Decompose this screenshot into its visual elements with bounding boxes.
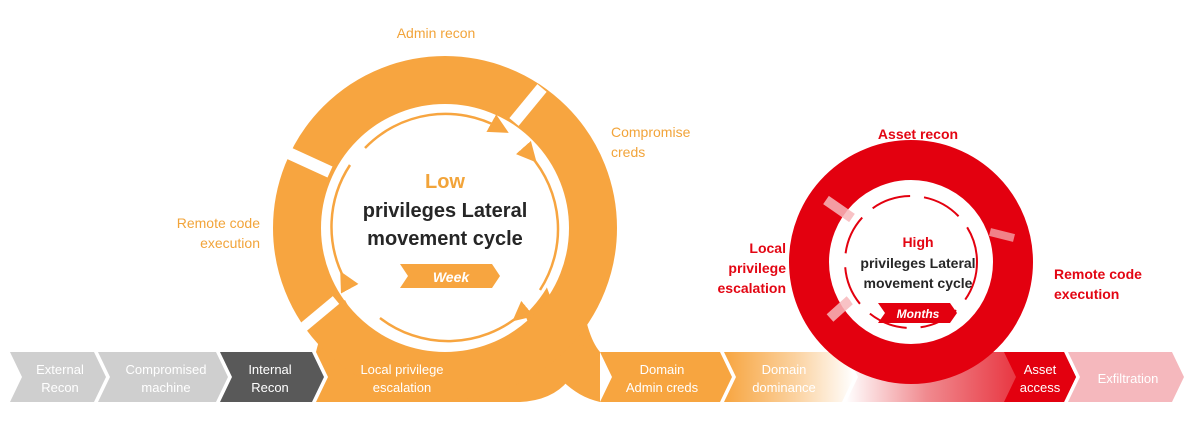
stage-compromised-machine-shape xyxy=(98,352,228,402)
label-remote-code-high-1: Remote code xyxy=(1054,266,1142,282)
stage-internal-recon-l1: Internal xyxy=(248,362,291,377)
label-remote-code-high-2: execution xyxy=(1054,286,1119,302)
inner-arrow-right xyxy=(515,140,560,291)
stage-external-recon-l1: External xyxy=(36,362,84,377)
stage-domain-dominance-shape xyxy=(724,352,854,402)
stage-domain-dominance-l2: dominance xyxy=(752,380,816,395)
months-badge-shape xyxy=(878,303,957,323)
label-admin-recon: Admin recon xyxy=(397,25,476,41)
label-remote-code-low-2: execution xyxy=(200,235,260,251)
stage-domain-admin-shape xyxy=(600,352,732,402)
low-cycle-title-2: privileges Lateral xyxy=(363,200,528,222)
low-cycle-title-1: Low xyxy=(425,171,465,193)
stage-asset-access-l2: access xyxy=(1020,380,1061,395)
label-local-priv-high-1: Local xyxy=(749,240,786,256)
stage-internal-recon-l2: Recon xyxy=(251,380,289,395)
stage-local-priv-l2: escalation xyxy=(373,380,432,395)
stage-local-priv-l1: Local privilege xyxy=(360,362,443,377)
stage-domain-admin-l2: Admin creds xyxy=(626,380,699,395)
stage-exfiltration-shape xyxy=(1068,352,1184,402)
inner-arrow-ring-red xyxy=(844,195,978,329)
label-local-priv-high-3: escalation xyxy=(718,280,786,296)
stage-external-recon-shape xyxy=(10,352,106,402)
inner-arrow-left xyxy=(330,164,359,294)
stage-domain-admin-l1: Domain xyxy=(640,362,685,377)
label-local-priv-high-2: privilege xyxy=(728,260,786,276)
stage-labels: External Recon Compromised machine Inter… xyxy=(36,362,1158,395)
stage-external-recon-l2: Recon xyxy=(41,380,79,395)
months-badge-text: Months xyxy=(897,307,940,321)
stage-exfiltration-l1: Exfiltration xyxy=(1098,371,1159,386)
label-remote-code-low-1: Remote code xyxy=(177,215,260,231)
label-compromise-creds-1: Compromise xyxy=(611,124,691,140)
label-asset-recon: Asset recon xyxy=(878,126,958,142)
stage-domain-dominance-l1: Domain xyxy=(762,362,807,377)
week-badge-text: Week xyxy=(433,269,471,285)
inner-arrow-bottom xyxy=(379,300,535,343)
week-badge-shape xyxy=(400,264,500,288)
high-privilege-cycle: High privileges Lateral movement cycle M… xyxy=(789,140,1033,384)
stage-compromised-machine-l1: Compromised xyxy=(126,362,207,377)
low-privilege-cycle: Low privileges Lateral movement cycle We… xyxy=(273,56,617,400)
stage-asset-access-shape xyxy=(1004,352,1076,402)
stage-compromised-machine-l2: machine xyxy=(141,380,190,395)
label-compromise-creds-2: creds xyxy=(611,144,645,160)
low-cycle-title-3: movement cycle xyxy=(367,228,523,250)
high-cycle-title-3: movement cycle xyxy=(864,275,973,291)
inner-arrow-top xyxy=(364,112,509,149)
high-cycle-title-1: High xyxy=(902,234,933,250)
stage-asset-access-l1: Asset xyxy=(1024,362,1057,377)
high-cycle-title-2: privileges Lateral xyxy=(860,255,975,271)
stage-internal-recon-shape xyxy=(220,352,324,402)
